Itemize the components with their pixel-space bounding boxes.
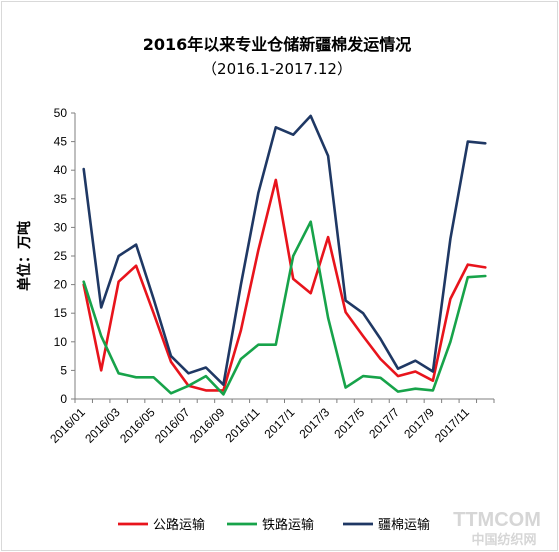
- watermark-latin: TTMCOM: [453, 509, 541, 531]
- y-axis-ticks: 0 5 10 15 20 25 30 35 40 45 50: [54, 106, 75, 406]
- x-tick-label: 2016/09: [187, 405, 228, 446]
- y-tick-label: 40: [54, 163, 68, 177]
- y-axis-title: 单位：万吨: [16, 221, 33, 291]
- legend-label: 公路运输: [153, 517, 205, 533]
- y-tick-label: 15: [54, 306, 68, 320]
- series-lines: [82, 114, 487, 396]
- chart-title: 2016年以来专业仓储新疆棉发运情况: [143, 35, 412, 54]
- x-tick-label: 2016/11: [222, 405, 262, 445]
- watermark: TTMCOM 中国纺织网: [453, 509, 541, 548]
- x-tick-label: 2016/01: [47, 405, 88, 446]
- axes: [74, 113, 494, 400]
- series-line: [82, 178, 487, 392]
- x-tick-label: 2017/11: [432, 405, 472, 445]
- x-tick-label: 2016/05: [117, 405, 158, 446]
- x-tick-label: 2017/7: [366, 405, 402, 441]
- chart-subtitle: （2016.1-2017.12）: [202, 60, 352, 78]
- x-tick-label: 2017/3: [296, 405, 332, 441]
- x-tick-label: 2016/03: [82, 405, 123, 446]
- x-tick-label: 2017/1: [261, 405, 297, 441]
- x-tick-label: 2017/5: [331, 405, 367, 441]
- legend-label: 铁路运输: [262, 517, 314, 533]
- y-tick-label: 35: [54, 192, 68, 206]
- y-tick-label: 25: [54, 249, 68, 263]
- watermark-cn: 中国纺织网: [471, 532, 536, 548]
- y-tick-label: 0: [60, 392, 67, 406]
- y-tick-label: 30: [54, 220, 68, 234]
- y-tick-label: 50: [54, 106, 68, 120]
- y-tick-label: 45: [54, 135, 68, 149]
- series-line: [82, 220, 487, 396]
- y-tick-label: 10: [54, 335, 68, 349]
- y-tick-label: 20: [54, 278, 68, 292]
- legend: 公路运输 铁路运输 疆棉运输: [118, 517, 430, 533]
- legend-label: 疆棉运输: [378, 517, 430, 533]
- series-line: [82, 114, 487, 387]
- y-tick-label: 5: [60, 363, 67, 377]
- x-axis-ticks: 2016/012016/032016/052016/072016/092016/…: [47, 399, 495, 446]
- x-tick-label: 2016/07: [152, 405, 193, 446]
